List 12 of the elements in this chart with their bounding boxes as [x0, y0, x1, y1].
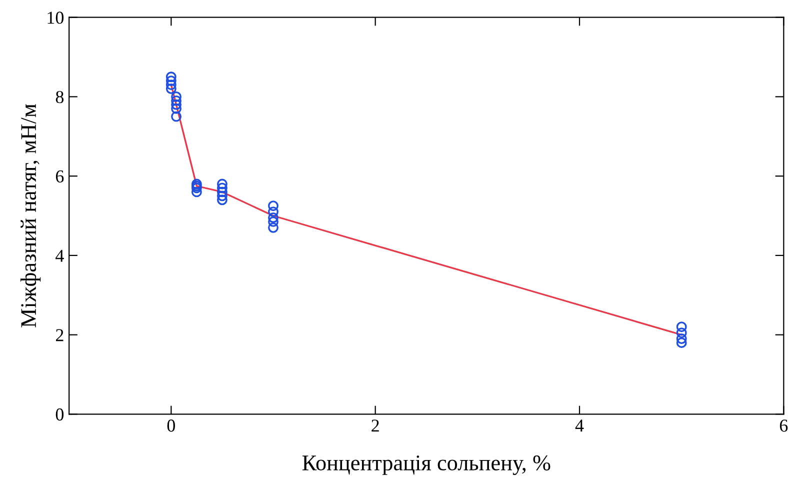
x-tick-label: 2: [372, 420, 379, 432]
x-axis-title: Концентрація сольпену, %: [302, 455, 550, 475]
y-tick-label: 6: [56, 170, 64, 183]
y-tick-label: 8: [56, 90, 64, 104]
y-tick-label: 0: [56, 408, 64, 421]
x-tick-label: 6: [780, 420, 788, 432]
y-tick-label: 2: [56, 329, 64, 342]
x-tick-label: 0: [167, 420, 175, 432]
y-tick-label: 4: [56, 250, 64, 262]
y-tick-label: 10: [48, 12, 64, 24]
y-axis-title: Міжфазний натяг, мН/м: [20, 104, 41, 328]
x-tick-label: 4: [575, 420, 584, 432]
